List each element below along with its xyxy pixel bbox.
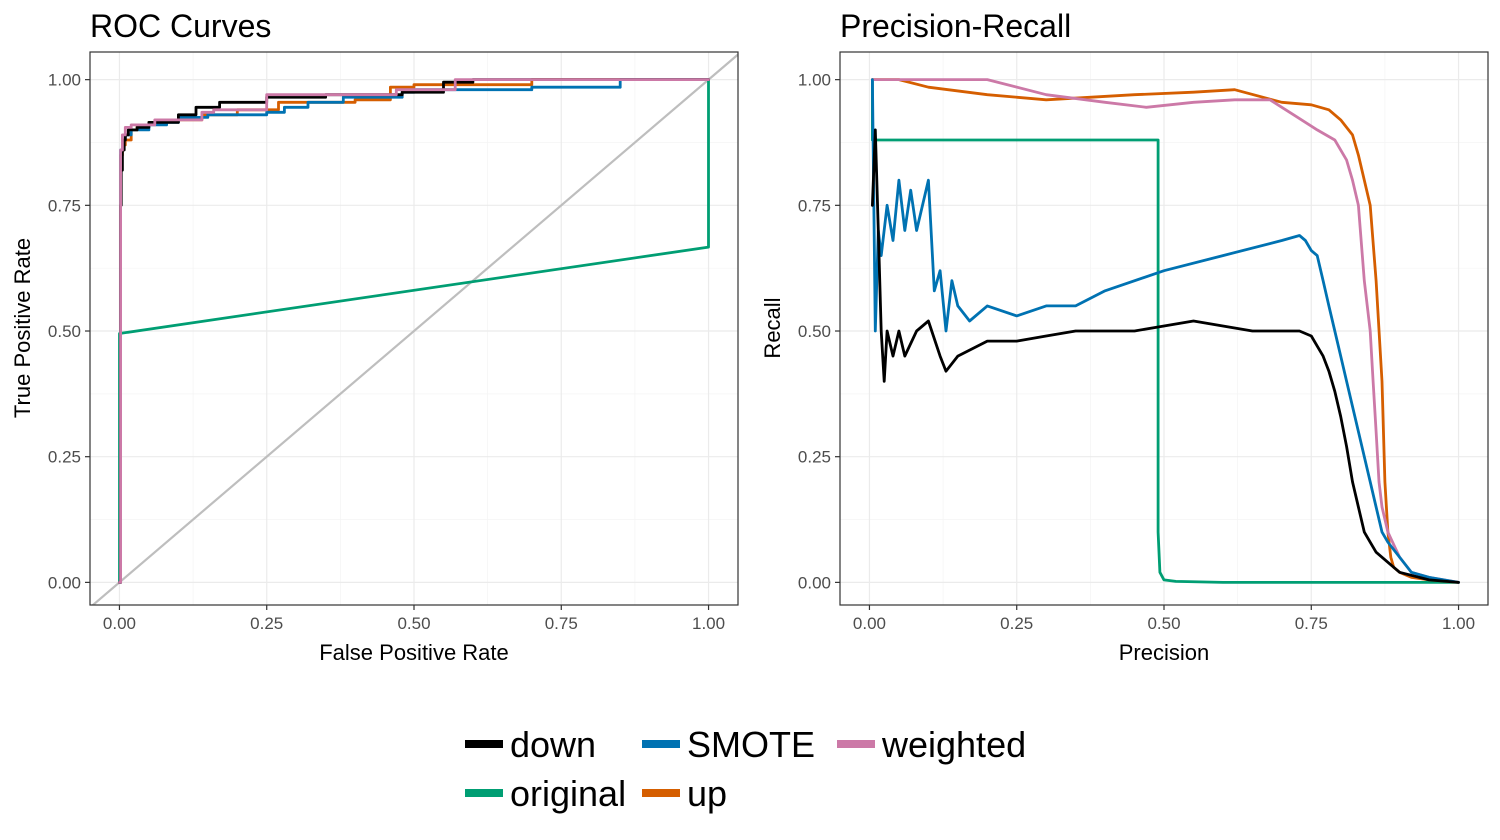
pr-y-axis-title: Recall (760, 297, 785, 358)
pr-ticks: 0.00 0.25 0.50 0.75 1.00 0.00 0.25 0.50 0.75 1.00 (798, 71, 1475, 633)
legend-item-original: original (465, 773, 626, 814)
roc-x-tick-label: 0.50 (397, 614, 430, 633)
roc-y-tick-label: 0.00 (48, 573, 81, 592)
legend-label-smote: SMOTE (687, 724, 815, 765)
pr-x-axis-title: Precision (1119, 640, 1209, 665)
roc-y-tick-label: 0.75 (48, 196, 81, 215)
pr-series-down (871, 128, 1460, 584)
roc-ticks: 0.00 0.25 0.50 0.75 1.00 0.00 0.25 0.50 0.75 1.00 (48, 71, 725, 633)
pr-x-tick-label: 0.00 (853, 614, 886, 633)
roc-series-weighted (118, 78, 710, 584)
roc-y-tick-label: 1.00 (48, 71, 81, 90)
pr-x-tick-label: 0.75 (1295, 614, 1328, 633)
pr-series-layer (871, 78, 1460, 584)
roc-x-tick-label: 0.00 (103, 614, 136, 633)
pr-gridlines (840, 52, 1488, 605)
roc-x-tick-label: 1.00 (692, 614, 725, 633)
roc-x-axis-title: False Positive Rate (319, 640, 509, 665)
roc-gridlines (90, 52, 738, 605)
pr-x-tick-label: 1.00 (1442, 614, 1475, 633)
roc-x-tick-label: 0.75 (545, 614, 578, 633)
pr-title: Precision-Recall (840, 8, 1071, 44)
roc-y-tick-label: 0.50 (48, 322, 81, 341)
legend-label-up: up (687, 773, 727, 814)
legend-label-down: down (510, 724, 596, 765)
roc-y-tick-label: 0.25 (48, 448, 81, 467)
roc-series-layer (91, 53, 738, 605)
roc-x-tick-label: 0.25 (250, 614, 283, 633)
roc-y-axis-title: True Positive Rate (10, 238, 35, 418)
legend: down SMOTE weighted original up (465, 724, 1026, 814)
pr-series-original (871, 78, 1460, 584)
pr-y-tick-label: 1.00 (798, 71, 831, 90)
legend-item-down: down (465, 724, 596, 765)
pr-y-tick-label: 0.25 (798, 448, 831, 467)
roc-reference-diagonal (91, 53, 738, 605)
pr-x-tick-label: 0.50 (1147, 614, 1180, 633)
pr-x-tick-label: 0.25 (1000, 614, 1033, 633)
roc-series-down (118, 78, 710, 584)
legend-item-smote: SMOTE (642, 724, 815, 765)
roc-panel: ROC Curves 0.00 0.25 0.50 0.75 1.000.000.250… (10, 8, 739, 665)
pr-series-weighted (871, 78, 1460, 584)
legend-label-weighted: weighted (881, 724, 1026, 765)
legend-item-weighted: weighted (837, 724, 1026, 765)
legend-item-up: up (642, 773, 727, 814)
legend-label-original: original (510, 773, 626, 814)
pr-y-tick-label: 0.00 (798, 573, 831, 592)
pr-panel: Precision-Recall 0.00 0.25 0.50 0.75 1.000.0… (760, 8, 1489, 665)
roc-title: ROC Curves (90, 8, 271, 44)
pr-series-smote (871, 78, 1460, 584)
pr-y-tick-label: 0.50 (798, 322, 831, 341)
pr-y-tick-label: 0.75 (798, 196, 831, 215)
